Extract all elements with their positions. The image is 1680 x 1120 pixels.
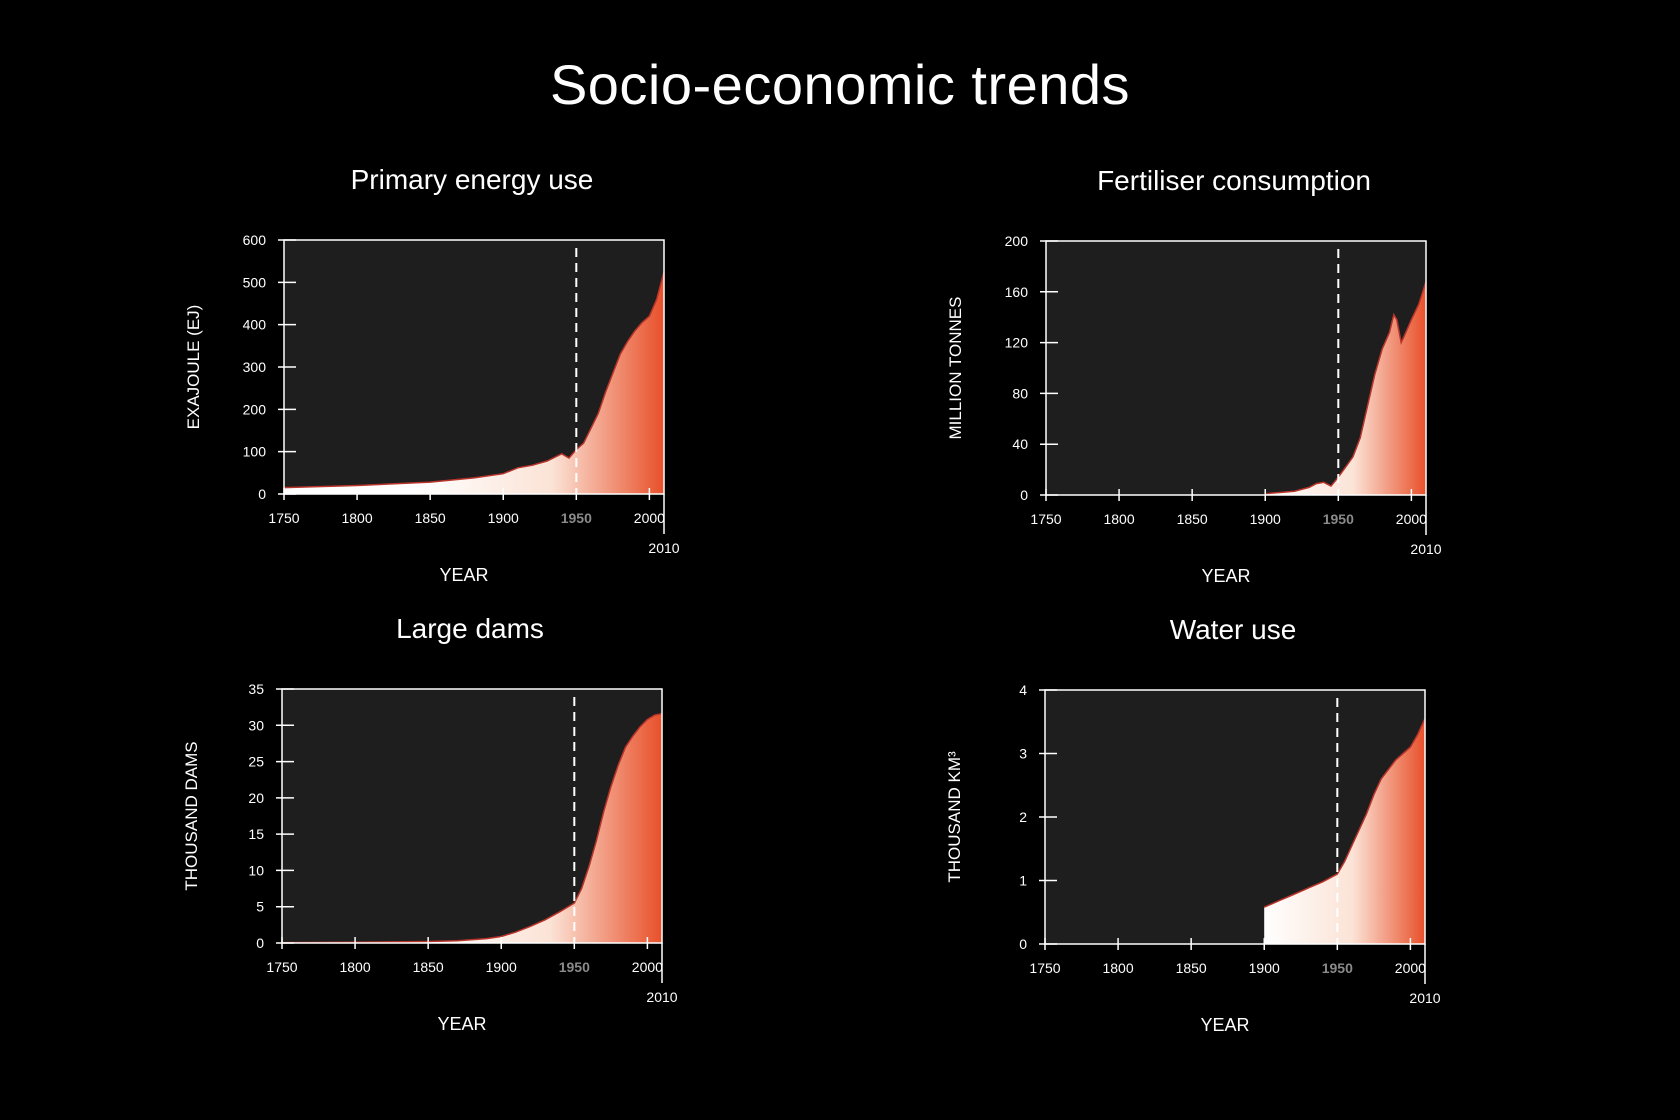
plot-frame bbox=[1045, 240, 1427, 496]
x-end-label: 2010 bbox=[1409, 990, 1440, 1006]
x-tick-label: 1800 bbox=[1103, 511, 1134, 527]
x-axis-label: YEAR bbox=[439, 565, 488, 585]
series-line bbox=[1265, 281, 1427, 495]
x-tick-label: 1850 bbox=[1176, 960, 1207, 976]
x-tick-label: 1850 bbox=[1177, 511, 1208, 527]
x-tick-label: 1950 bbox=[559, 959, 590, 975]
y-tick-label: 25 bbox=[248, 754, 264, 770]
y-axis-label: MILLION TONNES bbox=[946, 297, 965, 440]
x-tick-label: 1900 bbox=[486, 959, 517, 975]
y-tick-label: 200 bbox=[1005, 233, 1029, 249]
page-title: Socio-economic trends bbox=[549, 53, 1131, 116]
x-tick-label: 1900 bbox=[488, 510, 519, 526]
y-axis-label: EXAJOULE (EJ) bbox=[184, 305, 203, 430]
x-tick-label: 2000 bbox=[1396, 511, 1427, 527]
x-tick-label: 1800 bbox=[1102, 960, 1133, 976]
y-tick-label: 200 bbox=[243, 401, 267, 417]
chart-dams: Large dams 0 5 10 15 20 25 30 35 1750 1800 1850 1900… bbox=[182, 613, 678, 1034]
y-tick-label: 1 bbox=[1019, 873, 1027, 889]
chart-title: Fertiliser consumption bbox=[1097, 165, 1371, 196]
x-tick-label: 1750 bbox=[1030, 511, 1061, 527]
y-tick-label: 300 bbox=[243, 359, 267, 375]
x-tick-label: 1900 bbox=[1249, 960, 1280, 976]
series-line bbox=[1263, 718, 1426, 908]
y-tick-label: 10 bbox=[248, 862, 264, 878]
y-tick-label: 0 bbox=[256, 935, 264, 951]
series-area bbox=[1265, 281, 1426, 495]
chart-energy: Primary energy use 0 100 200 300 400 500 600 175… bbox=[184, 164, 680, 585]
chart-title: Primary energy use bbox=[351, 164, 594, 195]
y-tick-label: 35 bbox=[248, 681, 264, 697]
x-axis-label: YEAR bbox=[1200, 1015, 1249, 1035]
x-tick-label: 2000 bbox=[634, 510, 665, 526]
y-tick-label: 400 bbox=[243, 317, 267, 333]
y-tick-label: 3 bbox=[1019, 746, 1027, 762]
y-tick-label: 20 bbox=[248, 790, 264, 806]
x-end-label: 2010 bbox=[646, 989, 677, 1005]
x-tick-label: 1900 bbox=[1250, 511, 1281, 527]
y-tick-label: 4 bbox=[1019, 682, 1027, 698]
y-tick-label: 15 bbox=[248, 826, 264, 842]
series-line bbox=[283, 271, 665, 489]
x-tick-label: 1800 bbox=[341, 510, 372, 526]
plot-frame bbox=[281, 688, 663, 944]
chart-water: Water use 0 1 2 3 4 1750 1800 1850 1900 1950 2000 20… bbox=[945, 614, 1441, 1035]
y-axis-label: THOUSAND DAMS bbox=[182, 741, 201, 890]
y-tick-label: 0 bbox=[1019, 936, 1027, 952]
y-tick-label: 80 bbox=[1012, 385, 1028, 401]
x-tick-label: 1800 bbox=[339, 959, 370, 975]
y-tick-label: 120 bbox=[1005, 335, 1029, 351]
x-tick-label: 1950 bbox=[1323, 511, 1354, 527]
y-tick-label: 500 bbox=[243, 274, 267, 290]
x-end-label: 2010 bbox=[648, 540, 679, 556]
y-tick-label: 600 bbox=[243, 232, 267, 248]
x-end-label: 2010 bbox=[1410, 541, 1441, 557]
y-tick-label: 160 bbox=[1005, 284, 1029, 300]
series-line bbox=[281, 712, 663, 944]
x-tick-label: 1750 bbox=[268, 510, 299, 526]
x-tick-label: 1750 bbox=[266, 959, 297, 975]
x-tick-label: 1950 bbox=[561, 510, 592, 526]
x-axis-label: YEAR bbox=[437, 1014, 486, 1034]
chart-fertiliser: Fertiliser consumption 0 40 80 120 160 200 1750… bbox=[946, 165, 1442, 586]
y-tick-label: 100 bbox=[243, 444, 267, 460]
y-tick-label: 5 bbox=[256, 899, 264, 915]
y-tick-label: 0 bbox=[1020, 487, 1028, 503]
x-tick-label: 1850 bbox=[413, 959, 444, 975]
x-tick-label: 2000 bbox=[1395, 960, 1426, 976]
chart-title: Large dams bbox=[396, 613, 544, 644]
x-tick-label: 1750 bbox=[1029, 960, 1060, 976]
x-tick-label: 1850 bbox=[415, 510, 446, 526]
series-area bbox=[284, 271, 664, 494]
chart-title: Water use bbox=[1170, 614, 1297, 645]
y-tick-label: 30 bbox=[248, 717, 264, 733]
x-tick-label: 2000 bbox=[632, 959, 663, 975]
y-tick-label: 0 bbox=[258, 486, 266, 502]
y-tick-label: 2 bbox=[1019, 809, 1027, 825]
y-tick-label: 40 bbox=[1012, 436, 1028, 452]
x-tick-label: 1950 bbox=[1322, 960, 1353, 976]
y-axis-label: THOUSAND KM³ bbox=[945, 751, 964, 883]
series-area bbox=[282, 713, 662, 943]
x-axis-label: YEAR bbox=[1201, 566, 1250, 586]
